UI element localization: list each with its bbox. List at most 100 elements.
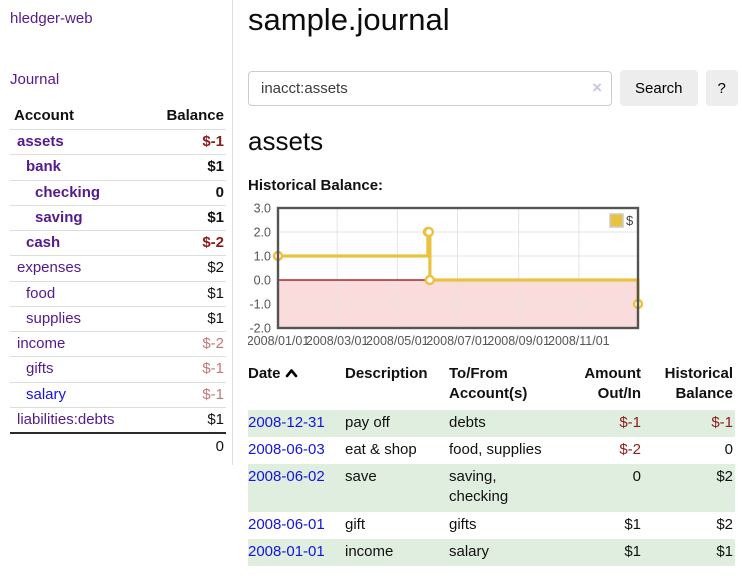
register-header-row: Date Description To/From Account(s) Amou…: [248, 362, 735, 410]
accounts-column-header: To/From Account(s): [449, 365, 528, 403]
register-row: 2008-01-01 income salary $1 $1: [248, 538, 735, 566]
account-heading: assets: [248, 126, 324, 156]
sidebar-account-balance: $1: [207, 309, 224, 327]
register-cell-balance: $-1: [711, 413, 733, 431]
svg-text:2008/07/01: 2008/07/01: [426, 334, 489, 348]
sidebar-account-balance: $1: [207, 208, 224, 226]
help-button[interactable]: ?: [705, 70, 738, 106]
register-cell-amount: $1: [624, 542, 641, 560]
sidebar-account-row: saving $1: [10, 205, 226, 230]
transaction-date-link[interactable]: 2008-12-31: [248, 413, 325, 431]
svg-text:2008/01/01: 2008/01/01: [248, 334, 309, 348]
svg-text:1.0: 1.0: [254, 250, 271, 264]
register-cell-balance: $1: [716, 542, 733, 560]
historical-balance-chart: $3.0 2.0 1.0 0.0 -1.0 -2.02008/01/012008/03/0…: [248, 202, 644, 348]
register-cell-amount: $1: [624, 515, 641, 533]
sidebar-account-balance: $-1: [202, 385, 224, 403]
sidebar-account-balance: $1: [207, 284, 224, 302]
sidebar-account-row: salary $-1: [10, 382, 226, 407]
svg-text:2008/09/01: 2008/09/01: [487, 334, 550, 348]
sidebar-account-row: expenses $2: [10, 255, 226, 281]
register-cell-description: pay off: [345, 413, 390, 431]
sidebar-account-balance: $-1: [202, 133, 224, 150]
chart-title: Historical Balance:: [248, 177, 384, 194]
register-cell-description: gift: [345, 515, 366, 533]
sidebar-account-row: checking 0: [10, 180, 226, 205]
brand-link[interactable]: hledger-web: [10, 10, 93, 27]
main-content: sample.journal × Search ? assets Histori…: [233, 0, 742, 566]
sidebar-account-link[interactable]: supplies: [26, 309, 82, 327]
sidebar-account-balance: $2: [207, 259, 224, 277]
svg-text:-1.0: -1.0: [249, 298, 271, 312]
sidebar-total-row: 0: [10, 431, 226, 460]
svg-text:2.0: 2.0: [254, 226, 271, 240]
sidebar-account-row: liabilities:debts $1: [10, 407, 226, 433]
amount-column-header: Amount Out/In: [584, 365, 641, 403]
sidebar-accounts-header-row: Account Balance: [10, 104, 226, 130]
sidebar-account-link[interactable]: food: [26, 284, 56, 302]
search-form: × Search ?: [248, 70, 738, 106]
register-cell-amount: $-2: [619, 440, 641, 458]
svg-text:0.0: 0.0: [254, 274, 271, 288]
register-cell-balance: $2: [716, 468, 733, 485]
register-row: 2008-06-03 eat & shop food, supplies $-2 0: [248, 437, 735, 464]
register-row: 2008-12-31 pay off debts $-1 $-1: [248, 409, 735, 437]
register-cell-description: save: [345, 468, 377, 485]
sidebar-account-row: assets $-1: [10, 129, 226, 155]
date-column-header[interactable]: Date: [248, 362, 345, 410]
register-cell-balance: $2: [716, 515, 733, 533]
search-input-wrap: ×: [248, 70, 612, 106]
sidebar-account-link[interactable]: liabilities:debts: [17, 410, 115, 428]
sidebar-account-link[interactable]: checking: [35, 183, 101, 201]
sidebar-accounts-table: Account Balance assets $-1 bank $1 checking 0…: [10, 104, 226, 460]
register-cell-accounts: debts: [449, 413, 486, 431]
sidebar-account-link[interactable]: salary: [26, 385, 67, 403]
transaction-date-link[interactable]: 2008-06-01: [248, 515, 325, 533]
register-cell-balance: 0: [724, 440, 733, 458]
sidebar-account-link[interactable]: saving: [35, 208, 83, 226]
sidebar-account-link[interactable]: cash: [26, 234, 61, 251]
sidebar-account-link[interactable]: income: [17, 335, 66, 352]
search-button[interactable]: Search: [620, 70, 698, 106]
sidebar-total-spacer: [10, 431, 145, 460]
sidebar-account-row: bank $1: [10, 154, 226, 180]
sidebar-account-link[interactable]: bank: [26, 158, 62, 176]
svg-text:-2.0: -2.0: [249, 322, 271, 336]
sidebar-account-row: income $-2: [10, 331, 226, 357]
page: hledger-web Journal Account Balance asse…: [0, 0, 742, 566]
register-cell-description: eat & shop: [345, 440, 417, 458]
transaction-date-link[interactable]: 2008-06-02: [248, 468, 325, 485]
sidebar-account-link[interactable]: gifts: [26, 360, 54, 378]
sidebar: hledger-web Journal Account Balance asse…: [0, 0, 233, 466]
register-table: Date Description To/From Account(s) Amou…: [248, 362, 735, 566]
balance-column-header: Historical Balance: [664, 365, 733, 403]
account-column-header: Account: [14, 107, 74, 124]
register-row: 2008-06-01 gift gifts $1 $2: [248, 512, 735, 539]
svg-text:2008/11/01: 2008/11/01: [548, 334, 610, 348]
register-cell-accounts: food, supplies: [449, 440, 542, 458]
register-cell-amount: $-1: [619, 413, 641, 431]
chevron-up-icon: [285, 369, 297, 378]
sidebar-account-row: gifts $-1: [10, 356, 226, 382]
svg-text:2008/03/01: 2008/03/01: [306, 334, 369, 348]
sidebar-account-balance: 0: [215, 183, 224, 201]
register-cell-accounts: saving, checking: [449, 468, 509, 506]
register-cell-accounts: gifts: [449, 515, 477, 533]
sidebar-account-balance: $-1: [202, 360, 224, 378]
transaction-date-link[interactable]: 2008-01-01: [248, 542, 325, 560]
svg-text:$: $: [626, 213, 634, 228]
sidebar-item-journal[interactable]: Journal: [10, 71, 60, 88]
sidebar-account-link[interactable]: expenses: [17, 259, 82, 277]
sidebar-account-balance: $-2: [202, 234, 224, 251]
sidebar-account-balance: $1: [207, 158, 224, 176]
clear-search-icon[interactable]: ×: [592, 77, 602, 97]
svg-text:3.0: 3.0: [254, 202, 271, 216]
sidebar-account-link[interactable]: assets: [17, 133, 64, 150]
transaction-date-link[interactable]: 2008-06-03: [248, 440, 325, 458]
register-row: 2008-06-02 save saving, checking 0 $2: [248, 464, 735, 512]
description-column-header: Description: [345, 365, 428, 382]
sidebar-account-balance: $-2: [202, 335, 224, 352]
sidebar-account-balance: $1: [207, 410, 224, 428]
search-input[interactable]: [248, 70, 612, 106]
balance-column-header: Balance: [166, 107, 224, 124]
